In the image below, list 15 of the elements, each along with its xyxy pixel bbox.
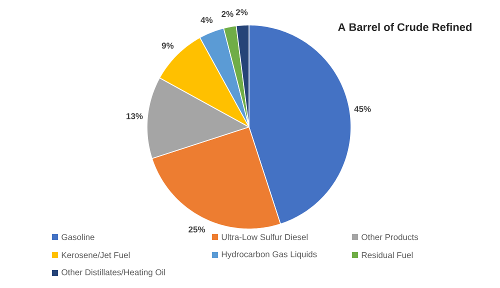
data-label: 2% (222, 11, 234, 18)
data-label: 9% (162, 42, 174, 49)
text: A Barrel of Crude Refined (338, 22, 472, 32)
data-label: 13% (126, 113, 143, 120)
legend-label: Other Products (362, 234, 418, 240)
legend-label: Hydrocarbon Gas Liquids (222, 251, 317, 259)
legend-label: Residual Fuel (362, 252, 413, 258)
data-label: 4% (200, 17, 213, 24)
legend-label: Ultra-Low Sulfur Diesel (222, 234, 308, 240)
legend-label: Kerosene/Jet Fuel (62, 252, 130, 258)
data-label: 2% (236, 9, 248, 16)
legend-label: Gasoline (62, 234, 94, 240)
legend-label: Other Distillates/Heating Oil (62, 269, 166, 277)
data-label: 45% (354, 106, 371, 112)
data-label: 25% (188, 226, 206, 232)
